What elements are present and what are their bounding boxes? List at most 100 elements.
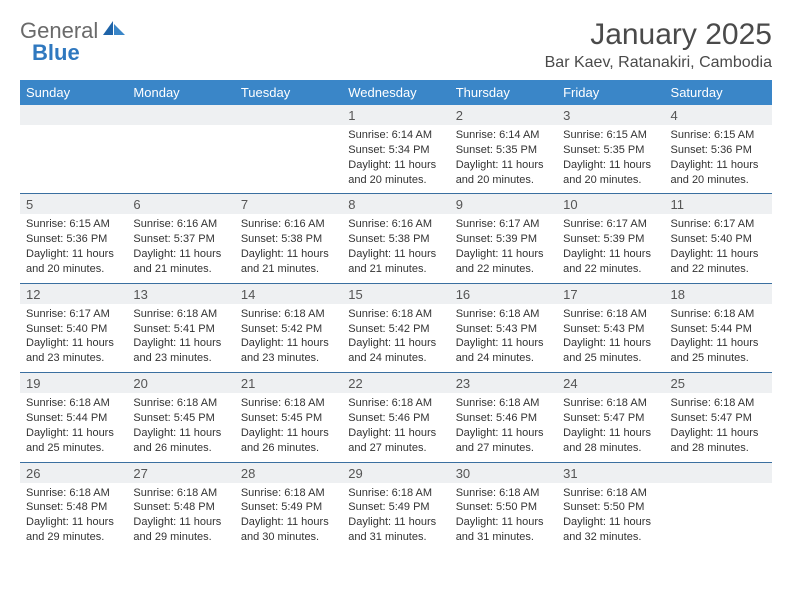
day2-text: and 24 minutes.	[348, 351, 443, 366]
day-details-cell	[665, 483, 772, 551]
day-details-cell: Sunrise: 6:18 AMSunset: 5:47 PMDaylight:…	[557, 393, 664, 462]
day1-text: Daylight: 11 hours	[26, 515, 121, 530]
day-number-cell	[235, 105, 342, 125]
day-details-cell: Sunrise: 6:14 AMSunset: 5:34 PMDaylight:…	[342, 125, 449, 194]
sunset-text: Sunset: 5:40 PM	[26, 322, 121, 337]
day-details-cell: Sunrise: 6:18 AMSunset: 5:41 PMDaylight:…	[127, 304, 234, 373]
weekday-header: Friday	[557, 80, 664, 105]
sunset-text: Sunset: 5:41 PM	[133, 322, 228, 337]
sunrise-text: Sunrise: 6:14 AM	[456, 128, 551, 143]
day-number-cell: 10	[557, 194, 664, 215]
sunset-text: Sunset: 5:39 PM	[456, 232, 551, 247]
sunset-text: Sunset: 5:48 PM	[26, 500, 121, 515]
day2-text: and 21 minutes.	[241, 262, 336, 277]
day-details-cell: Sunrise: 6:15 AMSunset: 5:36 PMDaylight:…	[20, 214, 127, 283]
day-details-cell	[127, 125, 234, 194]
day-details-row: Sunrise: 6:18 AMSunset: 5:48 PMDaylight:…	[20, 483, 772, 551]
day2-text: and 31 minutes.	[456, 530, 551, 545]
day1-text: Daylight: 11 hours	[671, 426, 766, 441]
day1-text: Daylight: 11 hours	[348, 336, 443, 351]
month-title: January 2025	[545, 18, 772, 52]
day-details-cell: Sunrise: 6:16 AMSunset: 5:38 PMDaylight:…	[342, 214, 449, 283]
sunrise-text: Sunrise: 6:18 AM	[348, 307, 443, 322]
day-details-cell: Sunrise: 6:18 AMSunset: 5:47 PMDaylight:…	[665, 393, 772, 462]
day-number-cell: 21	[235, 373, 342, 394]
day-details-cell: Sunrise: 6:18 AMSunset: 5:48 PMDaylight:…	[127, 483, 234, 551]
day1-text: Daylight: 11 hours	[26, 426, 121, 441]
day-details-cell: Sunrise: 6:18 AMSunset: 5:49 PMDaylight:…	[235, 483, 342, 551]
day-number-cell: 1	[342, 105, 449, 125]
sunrise-text: Sunrise: 6:16 AM	[348, 217, 443, 232]
sunrise-text: Sunrise: 6:18 AM	[241, 307, 336, 322]
sunset-text: Sunset: 5:43 PM	[563, 322, 658, 337]
day2-text: and 20 minutes.	[26, 262, 121, 277]
day-number-cell: 8	[342, 194, 449, 215]
day-details-cell: Sunrise: 6:18 AMSunset: 5:44 PMDaylight:…	[665, 304, 772, 373]
sunset-text: Sunset: 5:45 PM	[241, 411, 336, 426]
day2-text: and 22 minutes.	[456, 262, 551, 277]
sunrise-text: Sunrise: 6:18 AM	[563, 307, 658, 322]
day-details-cell: Sunrise: 6:18 AMSunset: 5:46 PMDaylight:…	[450, 393, 557, 462]
day-number-row: 262728293031	[20, 462, 772, 483]
sunset-text: Sunset: 5:48 PM	[133, 500, 228, 515]
day1-text: Daylight: 11 hours	[133, 336, 228, 351]
sunrise-text: Sunrise: 6:18 AM	[456, 396, 551, 411]
sunrise-text: Sunrise: 6:15 AM	[563, 128, 658, 143]
logo-text-2: Blue	[32, 40, 80, 66]
sunrise-text: Sunrise: 6:16 AM	[133, 217, 228, 232]
sunrise-text: Sunrise: 6:17 AM	[671, 217, 766, 232]
header: General Blue January 2025 Bar Kaev, Rata…	[20, 18, 772, 72]
day1-text: Daylight: 11 hours	[456, 515, 551, 530]
day-number-cell: 7	[235, 194, 342, 215]
day2-text: and 23 minutes.	[241, 351, 336, 366]
day-number-cell: 20	[127, 373, 234, 394]
day-details-cell: Sunrise: 6:15 AMSunset: 5:35 PMDaylight:…	[557, 125, 664, 194]
day-details-cell: Sunrise: 6:14 AMSunset: 5:35 PMDaylight:…	[450, 125, 557, 194]
day-details-cell: Sunrise: 6:18 AMSunset: 5:50 PMDaylight:…	[450, 483, 557, 551]
day-number-cell: 26	[20, 462, 127, 483]
weekday-header-row: Sunday Monday Tuesday Wednesday Thursday…	[20, 80, 772, 105]
day2-text: and 25 minutes.	[563, 351, 658, 366]
day-number-cell	[20, 105, 127, 125]
day2-text: and 25 minutes.	[26, 441, 121, 456]
day-number-cell: 18	[665, 283, 772, 304]
day2-text: and 20 minutes.	[456, 173, 551, 188]
sunrise-text: Sunrise: 6:18 AM	[671, 307, 766, 322]
day1-text: Daylight: 11 hours	[241, 426, 336, 441]
day1-text: Daylight: 11 hours	[241, 515, 336, 530]
day2-text: and 28 minutes.	[671, 441, 766, 456]
sunset-text: Sunset: 5:49 PM	[348, 500, 443, 515]
sunset-text: Sunset: 5:36 PM	[671, 143, 766, 158]
day-number-cell	[665, 462, 772, 483]
sunset-text: Sunset: 5:37 PM	[133, 232, 228, 247]
sunrise-text: Sunrise: 6:14 AM	[348, 128, 443, 143]
sunrise-text: Sunrise: 6:18 AM	[348, 486, 443, 501]
day-details-cell	[20, 125, 127, 194]
sunset-text: Sunset: 5:47 PM	[671, 411, 766, 426]
sunset-text: Sunset: 5:50 PM	[456, 500, 551, 515]
day1-text: Daylight: 11 hours	[133, 247, 228, 262]
day-number-cell: 28	[235, 462, 342, 483]
day2-text: and 20 minutes.	[671, 173, 766, 188]
day-details-cell: Sunrise: 6:18 AMSunset: 5:50 PMDaylight:…	[557, 483, 664, 551]
sunrise-text: Sunrise: 6:18 AM	[671, 396, 766, 411]
day-details-cell: Sunrise: 6:18 AMSunset: 5:42 PMDaylight:…	[342, 304, 449, 373]
sunrise-text: Sunrise: 6:17 AM	[26, 307, 121, 322]
day-number-cell: 5	[20, 194, 127, 215]
day-details-row: Sunrise: 6:18 AMSunset: 5:44 PMDaylight:…	[20, 393, 772, 462]
logo-sail-icon	[103, 19, 125, 42]
day2-text: and 31 minutes.	[348, 530, 443, 545]
day2-text: and 22 minutes.	[671, 262, 766, 277]
sunrise-text: Sunrise: 6:18 AM	[456, 307, 551, 322]
sunset-text: Sunset: 5:39 PM	[563, 232, 658, 247]
day1-text: Daylight: 11 hours	[26, 336, 121, 351]
day-number-cell: 31	[557, 462, 664, 483]
day1-text: Daylight: 11 hours	[563, 426, 658, 441]
sunrise-text: Sunrise: 6:18 AM	[26, 486, 121, 501]
day-number-cell: 16	[450, 283, 557, 304]
sunset-text: Sunset: 5:44 PM	[26, 411, 121, 426]
day1-text: Daylight: 11 hours	[671, 247, 766, 262]
day-details-cell: Sunrise: 6:18 AMSunset: 5:45 PMDaylight:…	[235, 393, 342, 462]
day1-text: Daylight: 11 hours	[348, 515, 443, 530]
day-number-cell	[127, 105, 234, 125]
